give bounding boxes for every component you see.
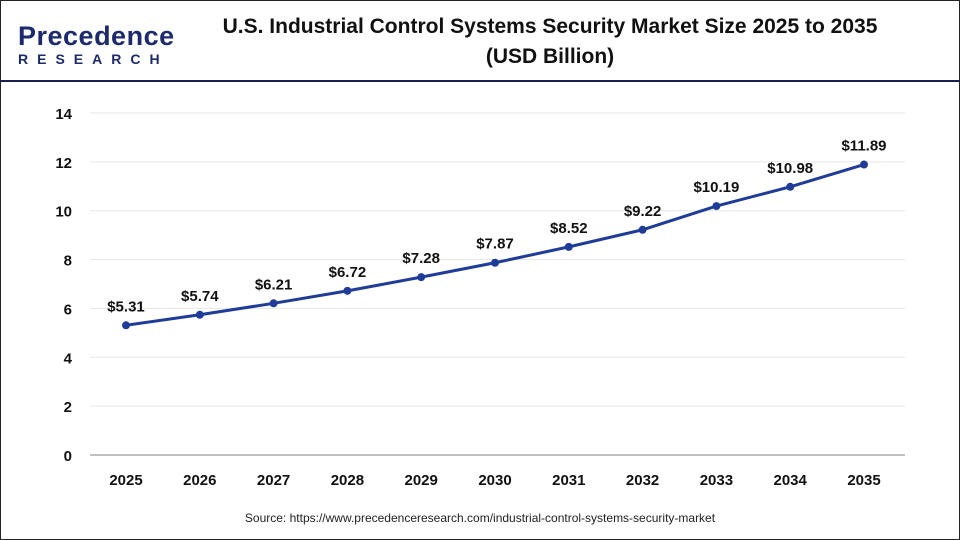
y-tick-label: 6 xyxy=(64,301,72,318)
data-label: $9.22 xyxy=(624,203,662,220)
x-tick-label: 2035 xyxy=(847,472,880,489)
x-tick-label: 2031 xyxy=(552,472,585,489)
data-label: $11.89 xyxy=(841,138,886,155)
data-point xyxy=(638,225,647,234)
data-point xyxy=(491,258,499,267)
title-line-2: (USD Billion) xyxy=(485,45,615,68)
data-point xyxy=(564,242,573,251)
y-tick-label: 12 xyxy=(55,155,72,172)
logo-subtitle: RESEARCH xyxy=(18,51,169,67)
y-tick-label: 14 xyxy=(55,106,72,123)
chart-title: U.S. Industrial Control Systems Security… xyxy=(170,12,930,72)
y-tick-label: 2 xyxy=(64,399,72,416)
data-label: $10.19 xyxy=(693,179,739,196)
y-tick-label: 10 xyxy=(55,204,72,221)
data-label: $8.52 xyxy=(550,220,588,237)
x-tick-label: 2033 xyxy=(700,472,733,489)
data-label: $10.98 xyxy=(767,160,813,177)
x-tick-label: 2027 xyxy=(257,472,290,489)
data-point xyxy=(269,299,278,308)
data-label: $6.72 xyxy=(329,264,367,281)
x-tick-label: 2034 xyxy=(774,472,808,489)
data-label: $6.21 xyxy=(255,276,293,293)
data-point xyxy=(786,182,795,191)
x-tick-label: 2029 xyxy=(405,472,438,489)
logo-wordmark: Precedence xyxy=(18,21,175,51)
x-tick-label: 2030 xyxy=(478,472,511,489)
data-point xyxy=(195,310,204,319)
x-tick-label: 2032 xyxy=(626,472,659,489)
x-tick-label: 2028 xyxy=(331,472,364,489)
data-point xyxy=(122,321,130,330)
x-tick-label: 2026 xyxy=(183,472,216,489)
x-tick-label: 2025 xyxy=(109,472,142,489)
logo: Precedence RESEARCH xyxy=(18,22,175,67)
title-line-1: U.S. Industrial Control Systems Security… xyxy=(222,15,878,38)
data-point xyxy=(343,286,352,295)
data-label: $5.31 xyxy=(107,298,145,315)
y-tick-label: 0 xyxy=(64,448,72,465)
data-label: $7.28 xyxy=(402,250,440,267)
y-tick-label: 4 xyxy=(64,350,73,367)
source-note: Source: https://www.precedenceresearch.c… xyxy=(244,511,716,525)
data-point xyxy=(417,273,426,282)
data-point xyxy=(712,202,721,211)
data-label: $5.74 xyxy=(181,288,219,305)
header-divider xyxy=(0,80,960,82)
data-point xyxy=(860,160,868,169)
y-tick-label: 8 xyxy=(64,253,72,270)
data-label: $7.87 xyxy=(476,236,514,253)
